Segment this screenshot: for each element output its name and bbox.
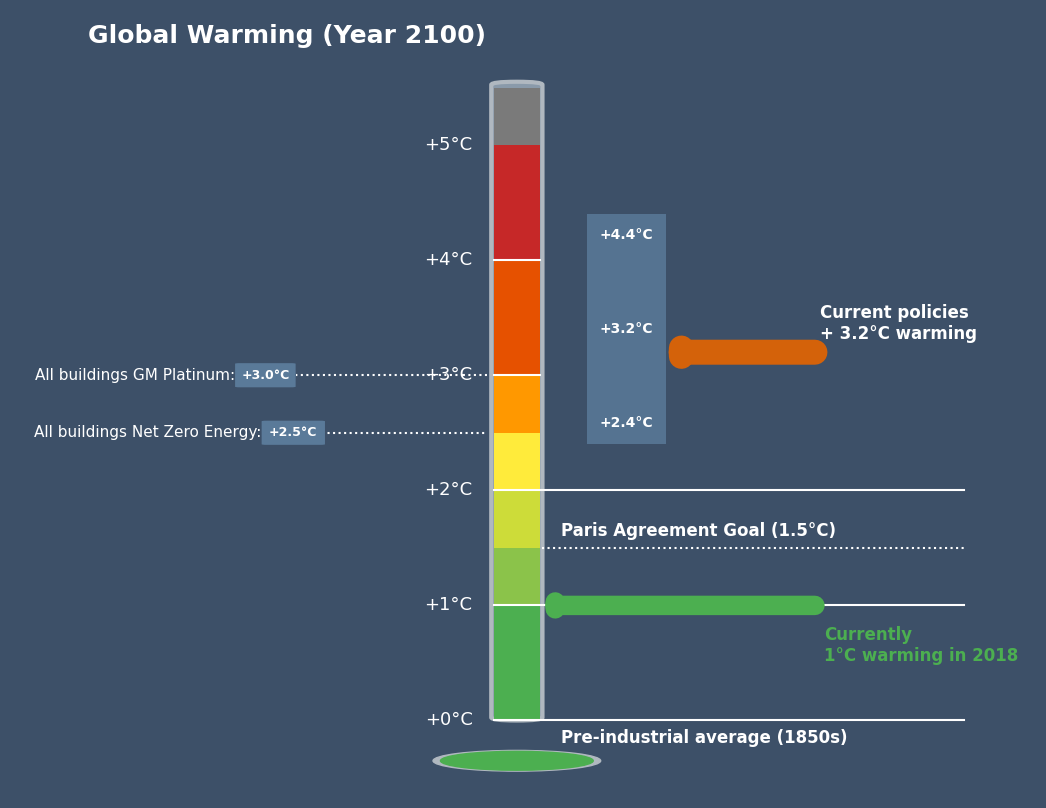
Circle shape (440, 751, 593, 770)
Bar (587, 214, 666, 444)
Text: Global Warming (Year 2100): Global Warming (Year 2100) (88, 23, 486, 48)
Text: +1°C: +1°C (425, 596, 473, 614)
Bar (494, 145, 540, 260)
FancyBboxPatch shape (235, 363, 296, 387)
Text: All buildings Net Zero Energy:: All buildings Net Zero Energy: (35, 425, 262, 440)
Text: +4.4°C: +4.4°C (599, 228, 653, 242)
Text: +2°C: +2°C (425, 482, 473, 499)
Bar (494, 375, 540, 433)
Text: Currently
1°C warming in 2018: Currently 1°C warming in 2018 (824, 626, 1019, 665)
Bar (494, 605, 540, 721)
Bar (494, 433, 540, 490)
Text: +3.2°C: +3.2°C (599, 322, 653, 336)
Text: All buildings GM Platinum:: All buildings GM Platinum: (35, 368, 235, 383)
Text: +5°C: +5°C (425, 136, 473, 154)
Text: Pre-industrial average (1850s): Pre-industrial average (1850s) (561, 729, 847, 747)
Text: +2.4°C: +2.4°C (599, 416, 653, 431)
Circle shape (433, 751, 600, 771)
Text: +0°C: +0°C (425, 712, 473, 730)
Bar (494, 548, 540, 605)
FancyBboxPatch shape (492, 82, 543, 721)
Text: +3°C: +3°C (425, 366, 473, 385)
Text: +4°C: +4°C (425, 251, 473, 269)
Bar (494, 490, 540, 548)
Text: +2.5°C: +2.5°C (269, 427, 318, 440)
Text: +3.0°C: +3.0°C (242, 368, 290, 381)
FancyBboxPatch shape (262, 421, 325, 445)
Text: Paris Agreement Goal (1.5°C): Paris Agreement Goal (1.5°C) (561, 522, 836, 540)
Text: Current policies
+ 3.2°C warming: Current policies + 3.2°C warming (820, 304, 977, 343)
Bar (494, 87, 540, 145)
Bar (494, 260, 540, 375)
